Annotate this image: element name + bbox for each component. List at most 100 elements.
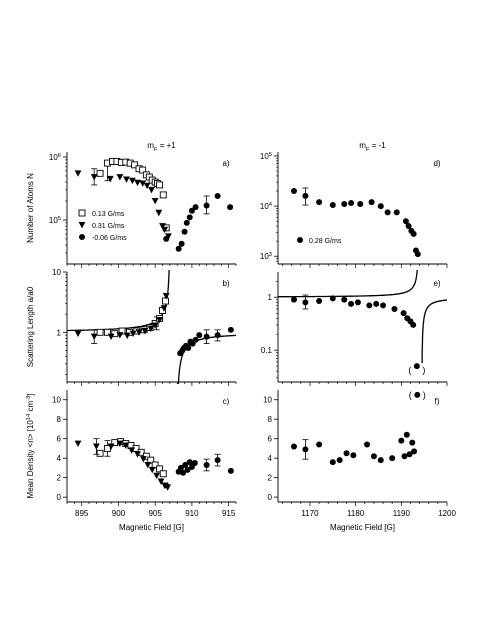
data-point-circle xyxy=(203,333,210,340)
y-tick-label: 0 xyxy=(57,493,62,502)
fit-curve xyxy=(278,270,418,298)
data-point-triangle xyxy=(140,456,147,463)
data-point-circle xyxy=(214,457,221,464)
data-point-circle xyxy=(377,203,384,210)
y-tick-label: 2 xyxy=(268,474,273,483)
y-tick-label: 1 xyxy=(268,293,273,302)
data-point-circle xyxy=(384,209,391,216)
data-point-circle xyxy=(329,295,336,302)
legend-label: -0.06 G/ms xyxy=(92,235,127,242)
legend-label: 0.28 G/ms xyxy=(309,238,342,245)
data-point-circle xyxy=(203,202,210,209)
data-point-triangle xyxy=(129,330,137,338)
series-0-28-G-ms xyxy=(290,187,421,258)
legend: 0.28 G/ms xyxy=(297,237,342,245)
data-point-circle xyxy=(329,459,336,466)
series-0-13-G-ms xyxy=(96,157,170,232)
x-tick-label: 910 xyxy=(185,509,199,518)
panel-d: 103 104 105 d) mF = -1 0.28 G/ms xyxy=(260,141,448,268)
data-point-square xyxy=(78,209,86,217)
y-tick-label: 8 xyxy=(268,415,273,424)
panel-title: mF = +1 xyxy=(147,141,176,153)
data-point-circle xyxy=(192,336,199,343)
data-point-square xyxy=(162,297,169,305)
panel-e: 0.1 1 e) xyxy=(261,270,448,386)
data-point-circle xyxy=(180,469,187,476)
panel-c: 0 2 4 6 8 10 895 900 905 910 915 c) Mean Density <n>… xyxy=(26,390,237,532)
data-point-circle xyxy=(389,455,396,462)
x-axis-label: Magnetic Field [G] xyxy=(330,523,395,532)
data-point-triangle xyxy=(90,333,98,340)
data-point-triangle xyxy=(153,472,161,480)
panel-label: a) xyxy=(222,159,229,168)
data-point-triangle xyxy=(144,461,152,469)
data-point-circle xyxy=(290,188,297,195)
data-point-circle xyxy=(290,443,297,450)
series--0-06-G-ms xyxy=(163,453,234,489)
data-point-circle xyxy=(329,202,336,209)
data-point-circle xyxy=(290,296,297,303)
data-point-circle xyxy=(414,251,421,258)
data-point-circle xyxy=(336,457,343,464)
data-point-triangle xyxy=(151,198,159,205)
y-tick-label: 103 xyxy=(260,252,272,261)
data-point-triangle xyxy=(148,466,156,474)
data-point-triangle xyxy=(116,174,124,181)
data-point-triangle xyxy=(155,209,163,217)
data-point-circle xyxy=(350,452,357,459)
y-tick-label: 4 xyxy=(57,454,62,463)
data-point-triangle xyxy=(157,478,165,485)
y-tick-label: 104 xyxy=(260,202,273,211)
y-axis-label: Scattering Length a/a0 xyxy=(26,286,35,367)
data-point-square xyxy=(96,328,104,336)
data-point-triangle xyxy=(128,177,136,185)
data-point-circle xyxy=(380,302,387,309)
data-point-circle xyxy=(192,204,199,211)
data-point-circle xyxy=(316,199,323,206)
data-point-square xyxy=(151,461,159,469)
data-point-circle xyxy=(203,461,210,468)
data-point-triangle xyxy=(74,330,82,338)
panel-label: b) xyxy=(222,279,229,288)
data-point-triangle xyxy=(123,332,131,340)
data-point-circle xyxy=(214,193,221,200)
data-point-circle xyxy=(184,466,191,473)
y-tick-label: 1 xyxy=(57,328,62,337)
panel-a: 105 106 a) mF = +1 Number of Atoms N 0.13 G/m… xyxy=(26,141,237,268)
data-point-circle xyxy=(354,299,361,306)
y-tick-label: 105 xyxy=(260,152,272,161)
series--0-06-G-ms xyxy=(163,193,234,252)
data-point-square xyxy=(131,161,139,169)
series-0-31-G-ms xyxy=(74,168,172,240)
data-point-circle xyxy=(186,214,193,221)
y-axis-label: Number of Atoms N xyxy=(26,173,35,243)
fit-curve xyxy=(421,299,447,364)
panel-label: c) xyxy=(223,397,230,406)
data-point-circle xyxy=(348,200,355,207)
data-point-circle xyxy=(182,461,189,468)
data-point-triangle xyxy=(116,440,124,447)
y-tick-label: 10 xyxy=(52,396,61,405)
data-point-circle xyxy=(368,199,375,206)
data-point-circle xyxy=(341,296,348,303)
data-point-circle xyxy=(186,459,193,466)
y-tick-label: 2 xyxy=(57,474,62,483)
data-point-circle xyxy=(302,299,309,306)
data-point-triangle xyxy=(161,226,169,234)
y-tick-label: 6 xyxy=(268,435,273,444)
data-point-triangle xyxy=(92,443,100,450)
data-point-circle xyxy=(364,441,371,448)
data-point-triangle xyxy=(107,443,115,450)
data-point-circle xyxy=(405,223,412,230)
data-point-triangle xyxy=(148,186,155,194)
data-point-circle xyxy=(402,218,409,225)
data-point-circle xyxy=(409,439,416,446)
data-point-triangle xyxy=(156,316,163,324)
data-point-circle xyxy=(377,457,384,464)
data-point-circle xyxy=(406,451,413,458)
data-point-triangle xyxy=(106,175,114,183)
data-point-triangle xyxy=(74,440,82,447)
data-point-square xyxy=(147,456,155,464)
y-tick-label: 8 xyxy=(57,415,62,424)
